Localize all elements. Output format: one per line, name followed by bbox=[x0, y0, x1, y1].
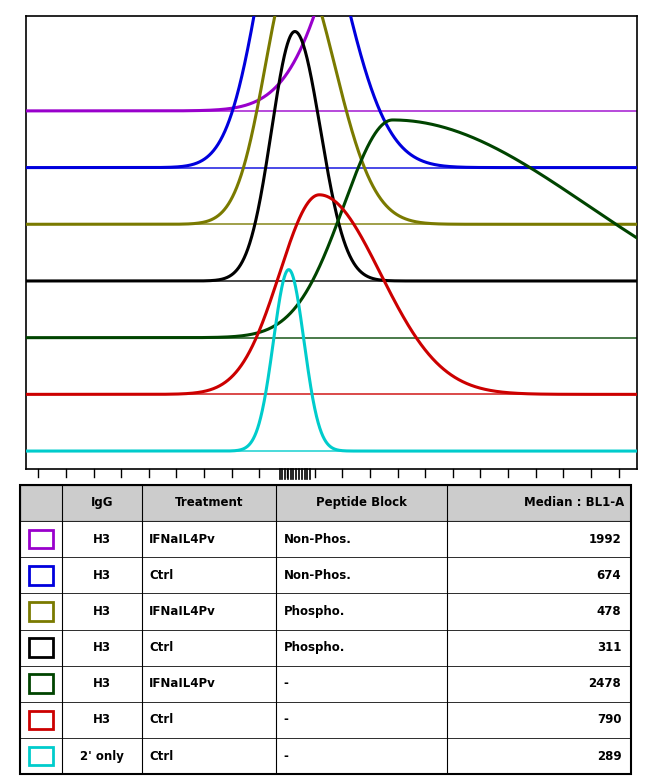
Bar bbox=[20, 630, 630, 665]
Text: -: - bbox=[283, 750, 289, 762]
Bar bbox=[20, 665, 630, 702]
Text: H3: H3 bbox=[93, 641, 111, 654]
Text: H3: H3 bbox=[93, 713, 111, 726]
Text: 2478: 2478 bbox=[589, 677, 621, 691]
Bar bbox=[20, 702, 630, 738]
Text: Non-Phos.: Non-Phos. bbox=[283, 533, 352, 546]
Text: -: - bbox=[283, 713, 289, 726]
Bar bbox=[20, 594, 630, 630]
Text: IFNaIL4Pv: IFNaIL4Pv bbox=[149, 605, 216, 618]
Text: -: - bbox=[283, 677, 289, 691]
Bar bbox=[20, 738, 630, 774]
Text: Ctrl: Ctrl bbox=[149, 569, 174, 582]
Text: 311: 311 bbox=[597, 641, 621, 654]
Text: 674: 674 bbox=[597, 569, 621, 582]
Text: Phospho.: Phospho. bbox=[283, 605, 345, 618]
Text: 289: 289 bbox=[597, 750, 621, 762]
Text: 790: 790 bbox=[597, 713, 621, 726]
Bar bbox=[29, 602, 53, 621]
Bar bbox=[20, 521, 630, 557]
Text: H3: H3 bbox=[93, 533, 111, 546]
Text: Treatment: Treatment bbox=[175, 497, 243, 509]
Bar bbox=[29, 638, 53, 657]
Text: H3: H3 bbox=[93, 605, 111, 618]
Bar bbox=[20, 485, 630, 521]
Text: IgG: IgG bbox=[91, 497, 113, 509]
Text: H3: H3 bbox=[93, 677, 111, 691]
Text: Ctrl: Ctrl bbox=[149, 713, 174, 726]
Text: Peptide Block: Peptide Block bbox=[316, 497, 407, 509]
Text: IFNaIL4Pv: IFNaIL4Pv bbox=[149, 677, 216, 691]
Text: IFNaIL4Pv: IFNaIL4Pv bbox=[149, 533, 216, 546]
Bar bbox=[20, 557, 630, 594]
Bar bbox=[29, 674, 53, 693]
Text: 478: 478 bbox=[597, 605, 621, 618]
Text: Ctrl: Ctrl bbox=[149, 641, 174, 654]
Text: Phospho.: Phospho. bbox=[283, 641, 345, 654]
Bar bbox=[29, 711, 53, 730]
Bar bbox=[29, 566, 53, 585]
Bar bbox=[29, 529, 53, 548]
Text: Ctrl: Ctrl bbox=[149, 750, 174, 762]
Text: 1992: 1992 bbox=[589, 533, 621, 546]
Text: H3: H3 bbox=[93, 569, 111, 582]
Text: 2' only: 2' only bbox=[80, 750, 124, 762]
Bar bbox=[29, 747, 53, 766]
Text: Non-Phos.: Non-Phos. bbox=[283, 569, 352, 582]
Text: Median : BL1-A: Median : BL1-A bbox=[524, 497, 625, 509]
